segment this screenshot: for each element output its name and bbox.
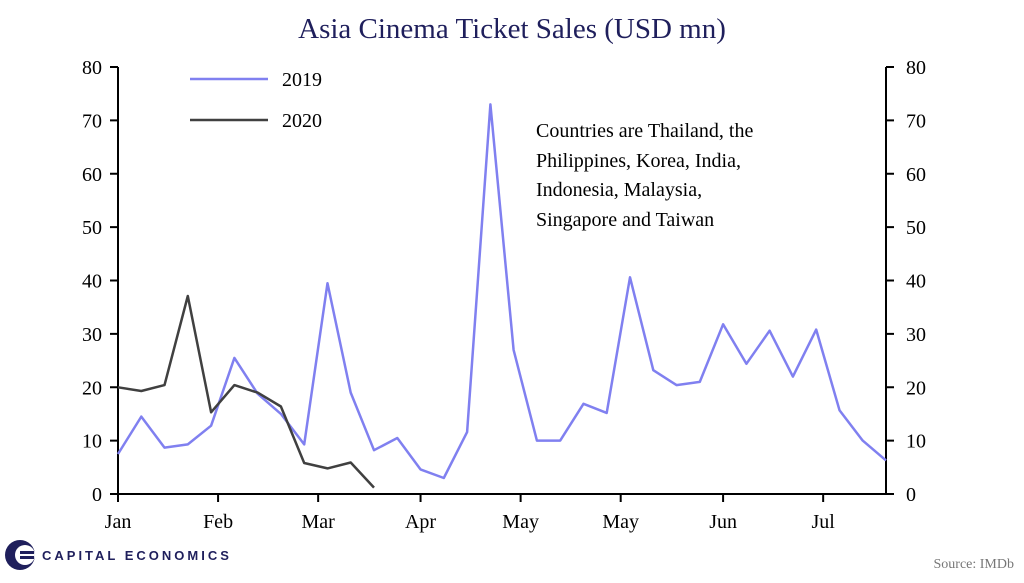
y-tick-label-left: 80 xyxy=(82,57,102,79)
x-tick-label: May xyxy=(502,511,539,533)
annotation-line-1: Countries are Thailand, the xyxy=(536,120,753,142)
capital-economics-logo-icon xyxy=(5,540,35,570)
chart-title: Asia Cinema Ticket Sales (USD mn) xyxy=(298,13,726,45)
brand-name: CAPITAL ECONOMICS xyxy=(42,548,232,563)
y-tick-label-left: 40 xyxy=(82,271,102,293)
x-tick-label: May xyxy=(602,511,639,533)
y-tick-label-left: 60 xyxy=(82,164,102,186)
plot-lines xyxy=(116,103,887,489)
source-note: Source: IMDb xyxy=(934,557,1015,572)
y-tick-label-right: 80 xyxy=(906,57,926,79)
y-tick-label-left: 0 xyxy=(92,484,102,506)
legend-label-2020: 2020 xyxy=(282,110,322,132)
x-tick-label: Mar xyxy=(301,511,335,533)
x-tick-label: Jan xyxy=(105,511,132,533)
y-tick-label-right: 60 xyxy=(906,164,926,186)
y-tick-label-right: 0 xyxy=(906,484,916,506)
series-line-2020 xyxy=(117,294,375,489)
annotation-line-3: Indonesia, Malaysia, xyxy=(536,179,702,201)
brand-logo: CAPITAL ECONOMICS xyxy=(5,540,232,570)
y-tick-label-left: 30 xyxy=(82,324,102,346)
legend-label-2019: 2019 xyxy=(282,69,322,91)
y-tick-label-left: 10 xyxy=(82,431,102,453)
annotation-line-4: Singapore and Taiwan xyxy=(536,209,714,231)
x-tick-label: Apr xyxy=(405,511,436,533)
x-tick-label: Jul xyxy=(811,511,835,533)
y-tick-label-left: 20 xyxy=(82,377,102,399)
legend: 2019 2020 xyxy=(190,69,322,132)
y-tick-label-right: 20 xyxy=(906,377,926,399)
y-tick-label-right: 50 xyxy=(906,217,926,239)
y-tick-label-right: 40 xyxy=(906,271,926,293)
y-tick-label-left: 70 xyxy=(82,110,102,132)
x-tick-label: Jun xyxy=(709,511,737,533)
annotation: Countries are Thailand, the Philippines,… xyxy=(536,120,753,231)
y-tick-label-left: 50 xyxy=(82,217,102,239)
y-tick-label-right: 70 xyxy=(906,110,926,132)
y-tick-label-right: 30 xyxy=(906,324,926,346)
y-tick-label-right: 10 xyxy=(906,431,926,453)
annotation-line-2: Philippines, Korea, India, xyxy=(536,150,741,172)
x-tick-label: Feb xyxy=(203,511,233,533)
series-line-2019 xyxy=(116,103,887,480)
